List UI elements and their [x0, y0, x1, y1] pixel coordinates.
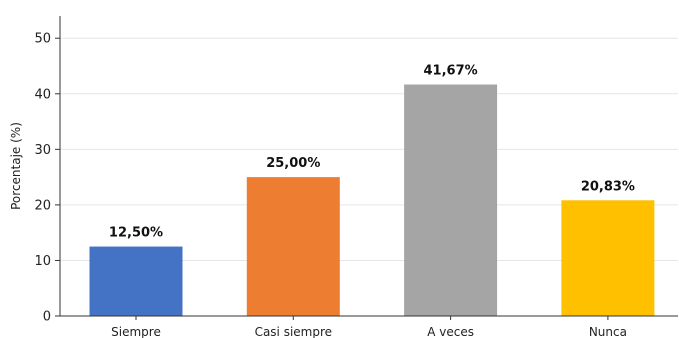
- x-tick-label: Siempre: [111, 325, 161, 338]
- y-axis-ticks: 0 10 20 30 40 50: [34, 32, 60, 325]
- bar-casi-siempre: [246, 177, 340, 316]
- data-label: 20,83%: [581, 179, 635, 194]
- data-labels: 12,50% 25,00% 41,67% 20,83%: [109, 64, 635, 241]
- x-tick-label: Nunca: [589, 325, 627, 338]
- y-tick-label: 10: [34, 254, 51, 269]
- bars: [89, 84, 655, 316]
- bar-siempre: [89, 246, 183, 316]
- data-label: 25,00%: [266, 156, 320, 171]
- y-tick-label: 50: [34, 32, 51, 47]
- x-axis-ticks: Siempre Casi siempre A veces Nunca: [111, 316, 627, 338]
- data-label: 41,67%: [424, 64, 478, 79]
- x-tick-label: A veces: [427, 325, 474, 338]
- bar-nunca: [561, 200, 655, 316]
- y-axis-label: Porcentaje (%): [9, 122, 23, 210]
- y-tick-label: 40: [34, 87, 51, 102]
- y-tick-label: 20: [34, 198, 51, 213]
- x-tick-label: Casi siempre: [255, 325, 332, 338]
- y-tick-label: 30: [34, 143, 51, 158]
- y-tick-label: 0: [43, 310, 51, 325]
- bar-a-veces: [404, 84, 498, 316]
- data-label: 12,50%: [109, 226, 163, 241]
